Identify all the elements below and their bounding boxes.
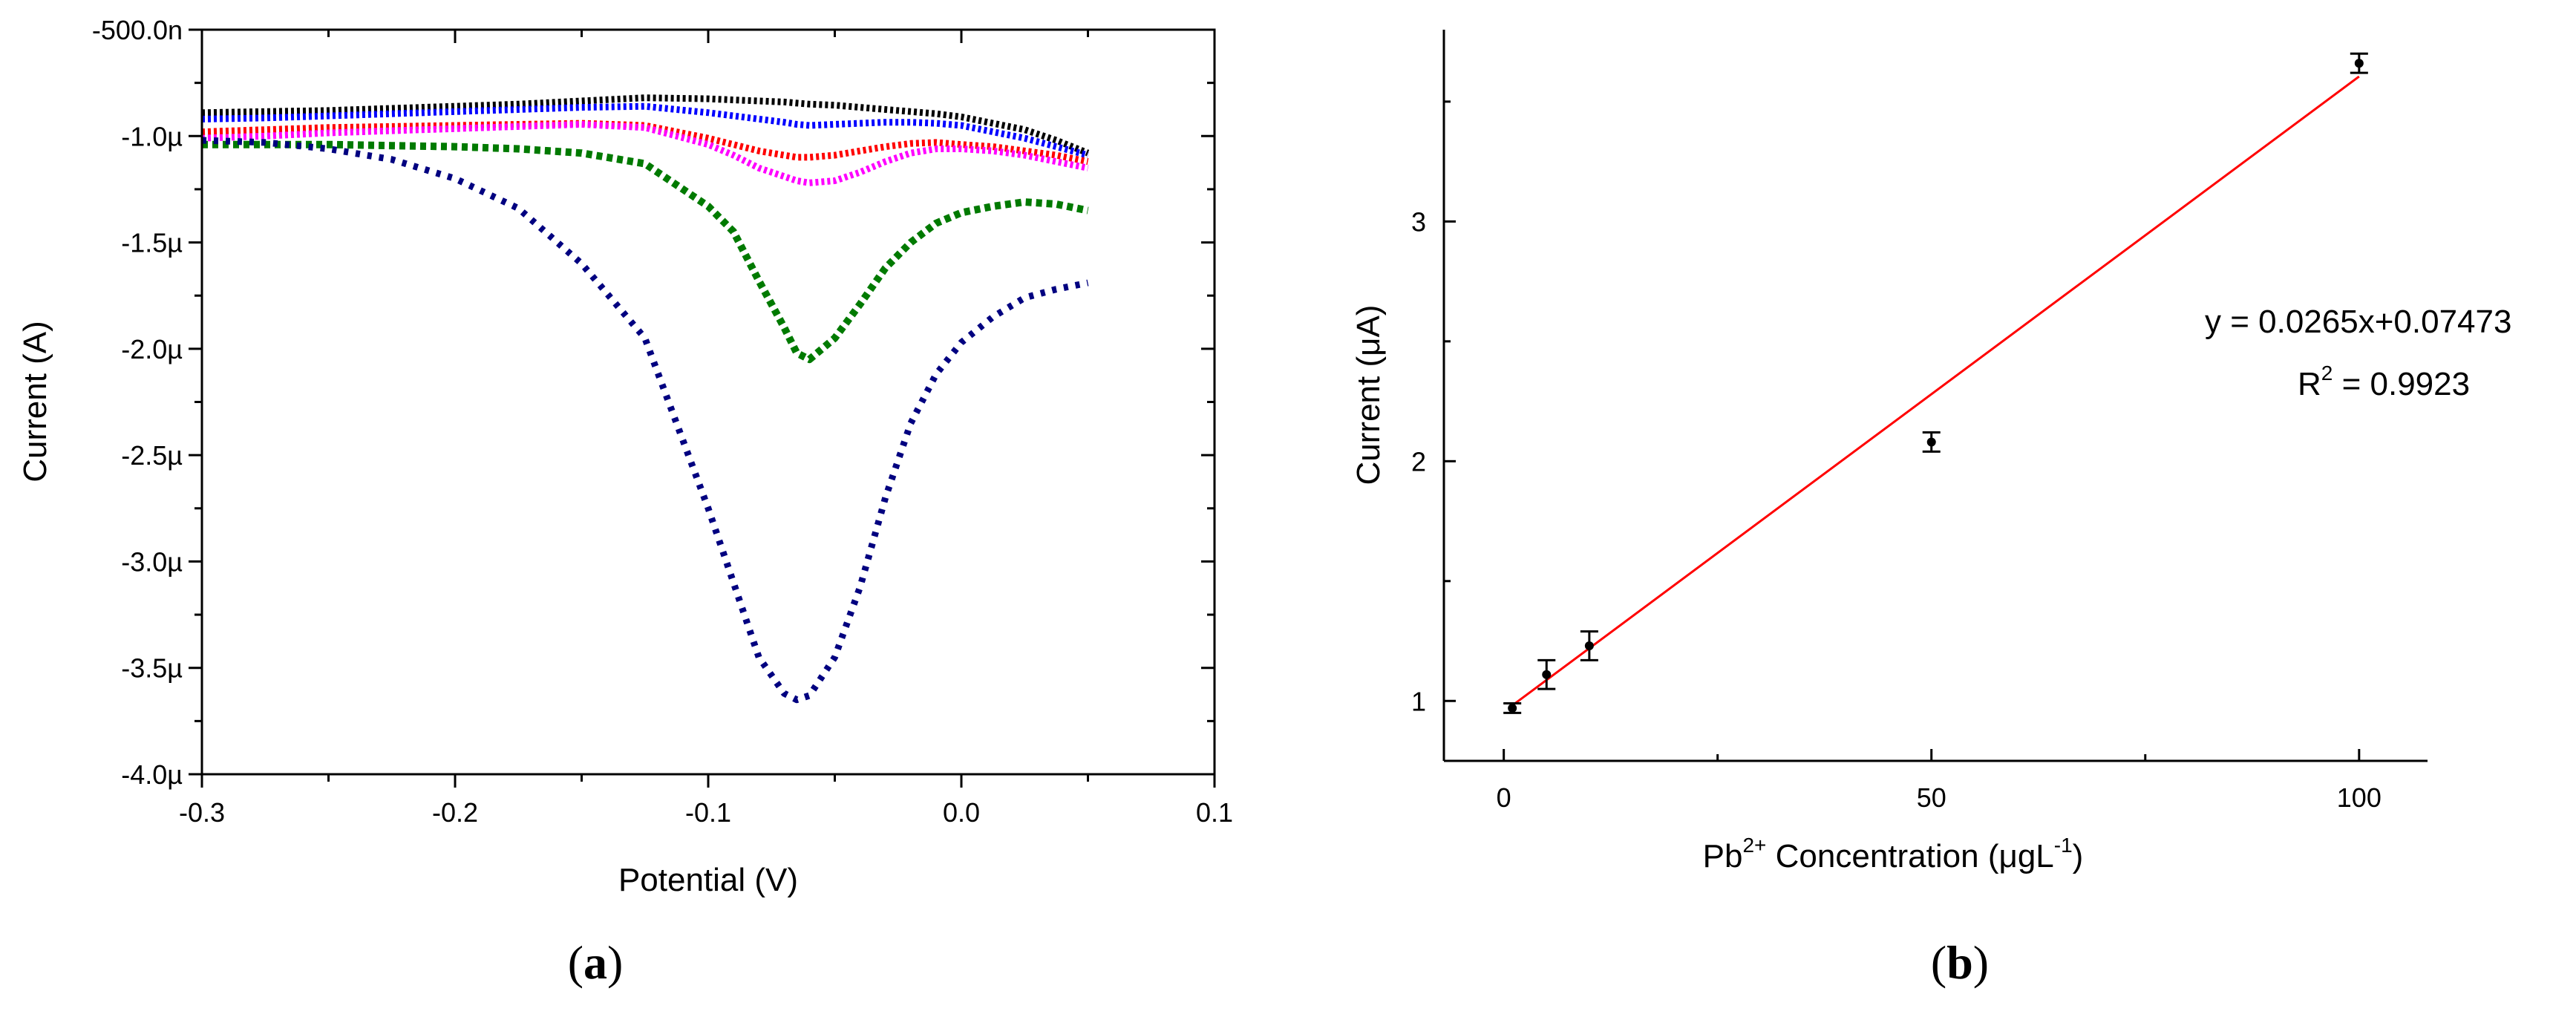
y-tick-label: -500.0n	[92, 15, 183, 45]
r-squared: R2 = 0.9923	[2298, 362, 2470, 402]
panel-a-axes: -0.3 -0.2 -0.1 0.0 0.1 -500.0n -1.0µ -1.5µ -2.0µ…	[92, 15, 1233, 828]
r-squared-value: = 0.9923	[2333, 366, 2470, 402]
fit-line	[1511, 75, 2360, 707]
x-label-unit-sup: -1	[2054, 834, 2073, 857]
b-y-tick-label: 2	[1411, 446, 1426, 477]
caption-b-letter: b	[1946, 936, 1973, 989]
caption-a: (a)	[568, 936, 624, 989]
panel-a-plot-frame	[200, 28, 1216, 776]
x-tick-label: 0.1	[1196, 797, 1233, 828]
x-tick-label: 0.0	[943, 797, 980, 828]
y-tick-label: -4.0µ	[121, 759, 183, 790]
series-magenta	[201, 121, 1089, 186]
data-point	[1542, 670, 1552, 679]
y-tick-label: -3.5µ	[121, 653, 183, 684]
panel-b-axes: 0 50 100 1 2 3	[1411, 100, 2382, 813]
y-tick-label: -2.5µ	[121, 440, 183, 471]
panel-b-y-axis-label: Current (μA)	[1350, 305, 1387, 485]
fit-equation: y = 0.0265x+0.07473	[2205, 304, 2511, 340]
series-blue	[201, 102, 1089, 159]
panel-b-fit-group	[1511, 75, 2360, 707]
data-point	[1508, 703, 1517, 713]
x-label-pb: Pb	[1703, 838, 1743, 874]
b-x-tick-label: 50	[1917, 782, 1946, 813]
panel-a-voltammogram: -0.3 -0.2 -0.1 0.0 0.1 -500.0n -1.0µ -1.5µ -2.0µ…	[17, 15, 1233, 898]
b-x-tick-label: 0	[1497, 782, 1511, 813]
y-tick-label: -1.0µ	[121, 121, 183, 151]
series-red	[201, 120, 1089, 166]
panel-a-x-axis-label: Potential (V)	[618, 862, 798, 898]
y-tick-label: -1.5µ	[121, 228, 183, 258]
panel-b-points-group	[1503, 52, 2368, 714]
x-label-concentration: Concentration (μgL	[1766, 838, 2053, 874]
x-tick-label: -0.1	[685, 797, 731, 828]
x-label-charge-sup: 2+	[1742, 834, 1766, 857]
panel-a-series-group	[201, 94, 1090, 704]
b-x-tick-label: 100	[2337, 782, 2382, 813]
b-y-tick-label: 1	[1411, 686, 1426, 716]
y-tick-label: -3.0µ	[121, 546, 183, 577]
caption-b: (b)	[1931, 936, 1989, 989]
x-tick-label: -0.2	[432, 797, 478, 828]
panel-b-x-axis-label: Pb2+ Concentration (μgL-1)	[1703, 834, 2084, 874]
x-tick-label: -0.3	[179, 797, 225, 828]
panel-a-y-axis-label: Current (A)	[17, 321, 53, 483]
data-point	[1926, 437, 1936, 447]
series-green	[202, 140, 1089, 364]
series-black	[201, 94, 1090, 157]
b-y-tick-label: 3	[1411, 206, 1426, 237]
r-squared-label: R	[2298, 366, 2321, 402]
data-point	[1584, 641, 1594, 650]
y-tick-label: -2.0µ	[121, 334, 183, 364]
series-navy	[201, 137, 1089, 704]
panel-b-calibration: 0 50 100 1 2 3 Pb2+ Concentration (μgL-1) Cur…	[1350, 30, 2511, 874]
r-squared-sup: 2	[2321, 362, 2333, 385]
caption-a-letter: a	[583, 936, 607, 989]
data-point	[2354, 59, 2364, 68]
x-label-close: )	[2073, 838, 2084, 874]
